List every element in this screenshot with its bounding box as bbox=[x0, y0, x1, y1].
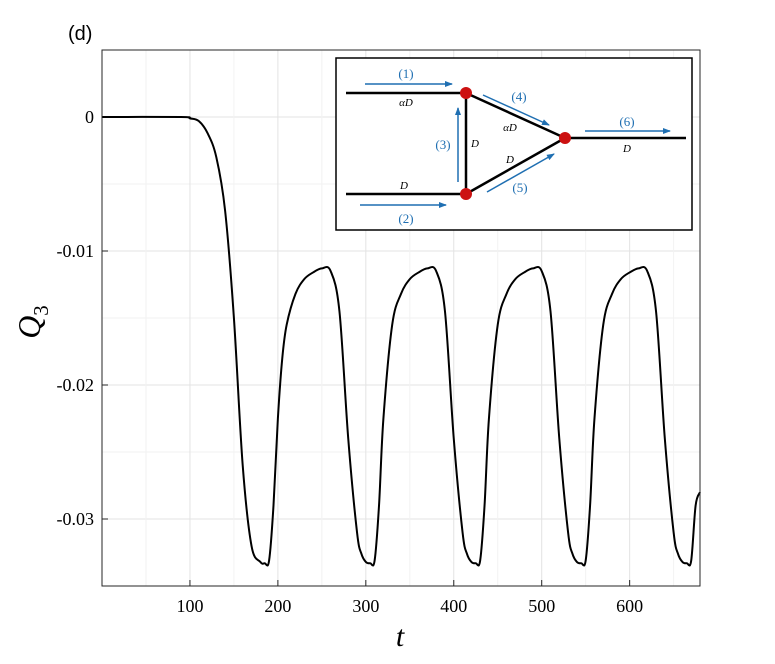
junction-node-1 bbox=[460, 87, 472, 99]
y-tick-label: -0.01 bbox=[57, 241, 95, 261]
pipe-4 bbox=[465, 91, 566, 140]
arrow-label-5: (5) bbox=[512, 180, 527, 195]
y-axis-label: Q3 bbox=[11, 305, 53, 339]
arrow-label-2: (2) bbox=[398, 211, 413, 226]
x-tick-label: 400 bbox=[440, 596, 467, 616]
pipe-5 bbox=[465, 136, 566, 196]
plot-frame bbox=[101, 49, 701, 587]
edge-label-2: D bbox=[399, 180, 408, 192]
x-axis-label: t bbox=[396, 620, 405, 653]
inset-diagram: (1) (2) (3) (4) (5) (6) αD D D αD D D bbox=[335, 57, 693, 231]
junction-node-3 bbox=[559, 132, 571, 144]
y-axis-label-sub: 3 bbox=[29, 305, 53, 316]
y-axis-label-base: Q bbox=[11, 316, 47, 339]
x-tick-label: 300 bbox=[352, 596, 379, 616]
y-tick-label: -0.03 bbox=[57, 509, 95, 529]
edge-label-3: D bbox=[470, 138, 479, 150]
flow-arrow-5 bbox=[486, 153, 555, 193]
inset-frame bbox=[335, 57, 693, 231]
series-line-q3 bbox=[101, 115, 701, 567]
x-axis: 100 200 300 400 500 600 bbox=[176, 580, 643, 616]
flow-arrow-4 bbox=[482, 94, 550, 126]
y-axis: 0 -0.01 -0.02 -0.03 bbox=[57, 107, 108, 529]
y-tick-label: 0 bbox=[85, 107, 94, 127]
arrow-label-1: (1) bbox=[398, 66, 413, 81]
panel-label: (d) bbox=[68, 23, 92, 45]
x-tick-label: 100 bbox=[176, 596, 203, 616]
edge-label-1: αD bbox=[399, 97, 413, 109]
edge-label-5: D bbox=[505, 154, 514, 166]
y-tick-label: -0.02 bbox=[57, 375, 95, 395]
svg-text:Q3: Q3 bbox=[11, 305, 53, 339]
x-tick-label: 200 bbox=[264, 596, 291, 616]
edge-label-6: D bbox=[622, 143, 631, 155]
arrow-label-4: (4) bbox=[511, 89, 526, 104]
junction-node-2 bbox=[460, 188, 472, 200]
x-tick-label: 500 bbox=[528, 596, 555, 616]
arrow-label-3: (3) bbox=[435, 137, 450, 152]
x-tick-label: 600 bbox=[616, 596, 643, 616]
edge-label-4: αD bbox=[503, 122, 517, 134]
arrow-label-6: (6) bbox=[619, 114, 634, 129]
